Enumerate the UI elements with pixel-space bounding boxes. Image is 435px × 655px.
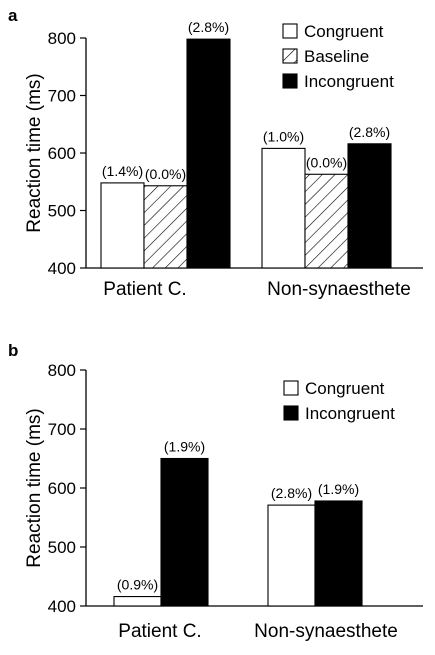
y-tick-label: 800	[48, 29, 76, 48]
panel-b-legend: Congruent Incongruent	[283, 379, 395, 423]
legend-label-incongruent: Incongruent	[305, 404, 395, 423]
panel-a-y-axis-label: Reaction time (ms)	[24, 73, 45, 232]
bar-error-label: (0.0%)	[145, 166, 186, 182]
legend-label-incongruent: Incongruent	[304, 72, 394, 91]
bar-baseline-nonsynaesthete	[304, 173, 349, 269]
bar-incongruent-patient	[186, 38, 231, 269]
panel-a-y-ticks: 400 500 600 700 800	[48, 29, 86, 278]
y-tick-label: 600	[48, 144, 76, 163]
y-tick-label: 700	[48, 420, 76, 439]
panel-a-bars	[100, 38, 392, 269]
bar-error-label: (1.9%)	[164, 439, 205, 455]
panel-b-bars	[113, 457, 363, 607]
panel-b-label: b	[8, 341, 18, 360]
bar-error-label: (0.9%)	[117, 577, 158, 593]
bar-error-label: (1.0%)	[263, 128, 304, 144]
panel-b-y-ticks: 400 500 600 700 800	[48, 361, 86, 616]
panel-a-category-nonsynaesthete: Non-synaesthete	[267, 279, 411, 300]
bar-error-label: (2.8%)	[188, 19, 229, 35]
panel-b-bar-labels: (0.9%) (1.9%) (2.8%) (1.9%)	[117, 439, 359, 593]
legend-swatch-baseline	[282, 48, 298, 64]
y-tick-label: 500	[48, 202, 76, 221]
panel-a: a Reaction time (ms) 400 500 600 700 800 (1.…	[8, 6, 423, 300]
bar-error-label: (1.4%)	[102, 163, 143, 179]
y-tick-label: 800	[48, 361, 76, 380]
y-tick-label: 500	[48, 538, 76, 557]
legend-swatch-congruent	[282, 23, 298, 39]
y-tick-label: 600	[48, 479, 76, 498]
bar-congruent-patient	[100, 182, 145, 269]
panel-b: b Reaction time (ms) 400 500 600 700 800 (0.…	[8, 341, 423, 642]
panel-b-category-patient: Patient C.	[118, 621, 201, 642]
bar-incongruent-nonsynaesthete	[314, 500, 363, 607]
panel-a-category-patient: Patient C.	[103, 279, 186, 300]
bar-error-label: (1.9%)	[318, 481, 359, 497]
bar-incongruent-patient	[160, 457, 209, 607]
panel-a-bar-labels: (1.4%) (0.0%)(2.8%)(1.0%)(0.0%)(2.8%)	[102, 19, 390, 182]
legend-label-congruent: Congruent	[305, 379, 385, 398]
legend-swatch-congruent	[283, 380, 299, 396]
legend-label-congruent: Congruent	[304, 22, 384, 41]
panel-a-label: a	[8, 6, 18, 25]
panel-a-legend: Congruent Baseline Incongruent	[282, 22, 394, 91]
bar-congruent-nonsynaesthete	[261, 147, 306, 269]
bar-incongruent-nonsynaesthete	[347, 143, 392, 269]
legend-swatch-incongruent	[282, 73, 298, 89]
y-tick-label: 400	[48, 597, 76, 616]
bar-error-label: (2.8%)	[349, 124, 390, 140]
bar-congruent-nonsynaesthete	[267, 504, 316, 607]
y-tick-label: 400	[48, 259, 76, 278]
legend-label-baseline: Baseline	[304, 47, 369, 66]
y-tick-label: 700	[48, 87, 76, 106]
bar-error-label: (0.0%)	[306, 154, 347, 170]
bar-baseline-patient	[143, 185, 188, 269]
legend-swatch-incongruent	[283, 405, 299, 421]
bar-congruent-patient	[113, 596, 162, 607]
panel-b-y-axis-label: Reaction time (ms)	[24, 408, 45, 567]
panel-b-category-nonsynaesthete: Non-synaesthete	[254, 621, 398, 642]
bar-error-label: (2.8%)	[271, 485, 312, 501]
